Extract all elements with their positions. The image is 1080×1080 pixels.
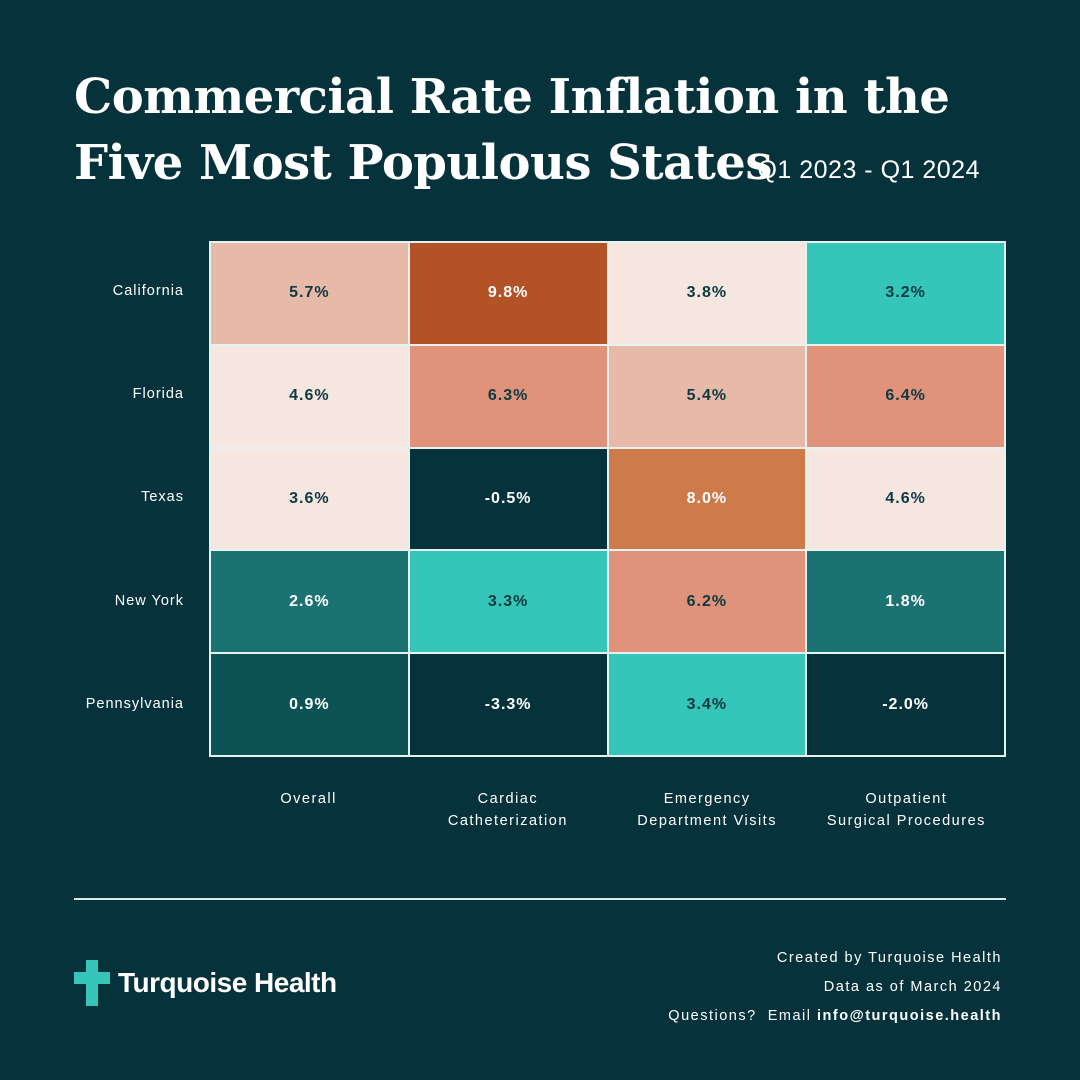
row-label-new-york: New York: [114, 592, 184, 609]
heatmap-cell: 3.4%: [607, 653, 807, 756]
heatmap-cell: 3.8%: [607, 242, 807, 345]
row-label-florida: Florida: [132, 386, 184, 403]
questions-text: Questions? Email: [668, 1008, 817, 1024]
brand-name: Turquoise Health: [118, 967, 337, 998]
brand-logo: Turquoise Health: [74, 960, 337, 1006]
heatmap-cell: 8.0%: [607, 447, 807, 551]
heatmap-cell: 6.2%: [607, 550, 807, 654]
heatmap-cell: 0.9%: [210, 653, 409, 756]
heatmap-grid: 5.7% 9.8% 3.8% 3.2% 4.6% 6.3% 5.4% 6.4% 3.6% -0.5…: [209, 241, 1006, 757]
heatmap-cell: 4.6%: [806, 447, 1005, 551]
heatmap-cell: -3.3%: [408, 653, 608, 756]
questions-line: Questions? Email info@turquoise.health: [668, 1002, 1002, 1031]
divider: [74, 898, 1006, 900]
created-by: Created by Turquoise Health: [776, 950, 1002, 966]
column-labels: Overall Cardiac Catheterization Emergency De…: [209, 788, 1006, 832]
heatmap-cell: 3.3%: [408, 550, 608, 654]
footer-credits: Created by Turquoise Health Data as of M…: [668, 944, 1002, 1031]
contact-email[interactable]: info@turquoise.health: [817, 1008, 1002, 1024]
chart-period: Q1 2023 - Q1 2024: [757, 156, 980, 184]
heatmap-cell: 6.4%: [806, 344, 1005, 448]
heatmap-cell: 3.2%: [806, 242, 1005, 345]
column-label: Emergency Department Visits: [637, 791, 777, 829]
column-label: Overall: [280, 791, 337, 807]
column-label: Outpatient Surgical Procedures: [826, 791, 986, 829]
column-label: Cardiac Catheterization: [447, 791, 568, 829]
heatmap-cell: 4.6%: [210, 344, 409, 448]
heatmap-cell: 5.4%: [607, 344, 807, 448]
row-label-pennsylvania: Pennsylvania: [85, 695, 184, 712]
chart-title-line-1: Commercial Rate Inflation in the: [74, 69, 950, 125]
heatmap-cell: 3.6%: [210, 447, 409, 551]
heatmap-cell: 5.7%: [210, 242, 409, 345]
heatmap-cell: -2.0%: [806, 653, 1005, 756]
heatmap-cell: 6.3%: [408, 344, 608, 448]
heatmap-cell: 1.8%: [806, 550, 1005, 654]
chart-title: Commercial Rate Inflation in the Five Mo…: [74, 64, 950, 196]
data-as-of: Data as of March 2024: [823, 979, 1002, 995]
heatmap-cell: -0.5%: [408, 447, 608, 551]
cross-logo-icon: [74, 960, 110, 1006]
chart-title-line-2: Five Most Populous States: [74, 135, 772, 191]
row-labels: California Florida Texas New York Pennsylvan…: [60, 241, 184, 757]
heatmap-cell: 9.8%: [408, 242, 608, 345]
row-label-texas: Texas: [141, 489, 184, 506]
heatmap-cell: 2.6%: [210, 550, 409, 654]
row-label-california: California: [112, 283, 184, 299]
